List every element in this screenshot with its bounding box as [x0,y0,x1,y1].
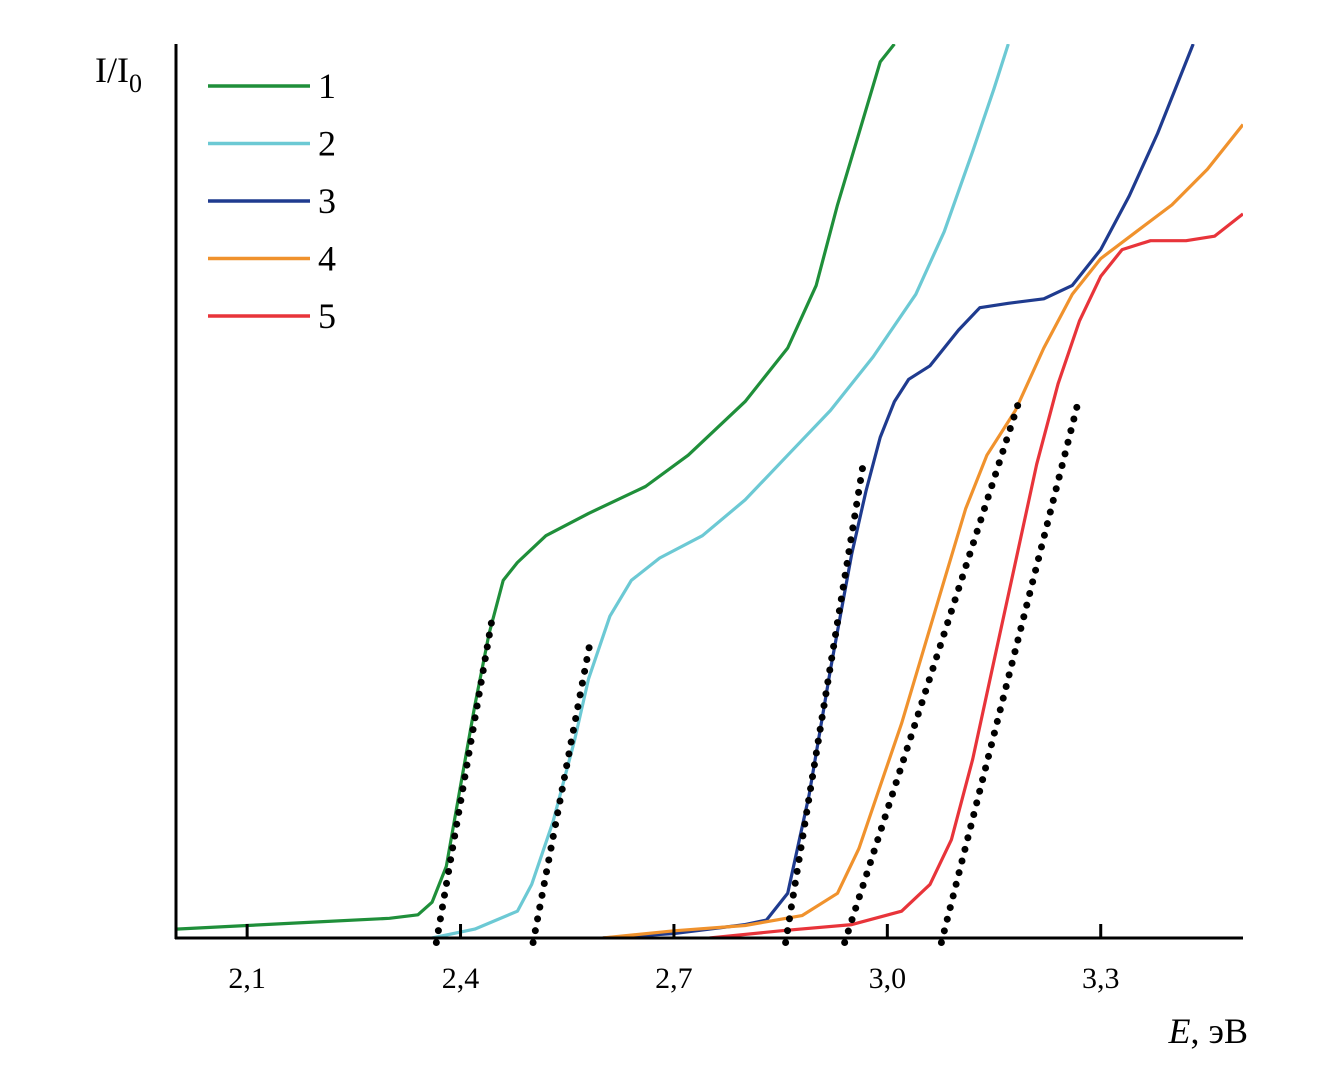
tangent-line-3 [782,460,867,946]
legend-label-2: 2 [318,124,336,164]
tangent-lines [432,393,1083,946]
series-line-4 [602,123,1243,938]
x-tick-label: 3,0 [869,962,907,995]
series-lines [176,44,1243,938]
x-axis-label-variable: E [1168,1011,1191,1051]
legend-label-3: 3 [318,181,336,221]
y-axis-label-subscript: 0 [129,69,142,98]
tangent-line-5 [937,393,1083,946]
x-tick-label: 2,7 [655,962,693,995]
x-tick-label: 2,4 [442,962,480,995]
tangent-line-4 [841,398,1023,946]
series-line-3 [602,44,1195,938]
series-line-2 [431,44,1010,938]
x-axis-label: E, эВ [1168,1011,1248,1051]
x-axis-label-unit: , эВ [1191,1011,1248,1051]
x-axis-ticks: 2,1 2,4 2,7 3,0 3,3 [228,924,1119,995]
y-axis-label-main: I/I [95,50,129,90]
legend: 1 2 3 4 5 [208,66,336,336]
tangent-line-1 [432,612,497,946]
series-line-1 [176,44,896,931]
x-tick-label: 3,3 [1082,962,1120,995]
legend-label-1: 1 [318,66,336,106]
legend-label-5: 5 [318,296,336,336]
tangent-line-2 [529,639,594,946]
series-line-5 [709,212,1243,938]
legend-label-4: 4 [318,239,336,279]
y-axis-label: I/I0 [95,50,142,98]
x-tick-label: 2,1 [228,962,266,995]
